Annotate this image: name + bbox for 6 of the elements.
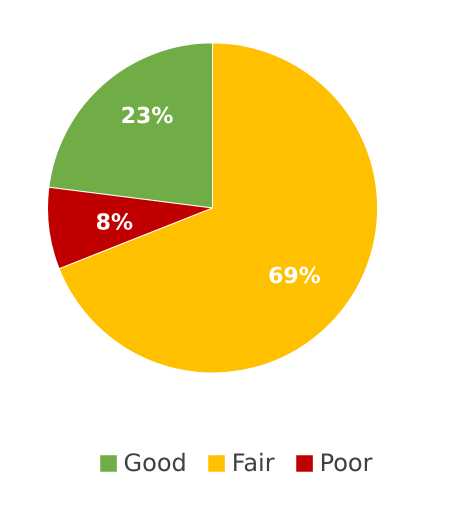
data-label: 23%: [120, 104, 174, 129]
data-label: 8%: [96, 210, 134, 236]
legend-label: Good: [124, 449, 187, 477]
legend-label: Fair: [232, 449, 275, 477]
data-label: 69%: [268, 264, 321, 290]
legend-label: Poor: [320, 449, 372, 477]
